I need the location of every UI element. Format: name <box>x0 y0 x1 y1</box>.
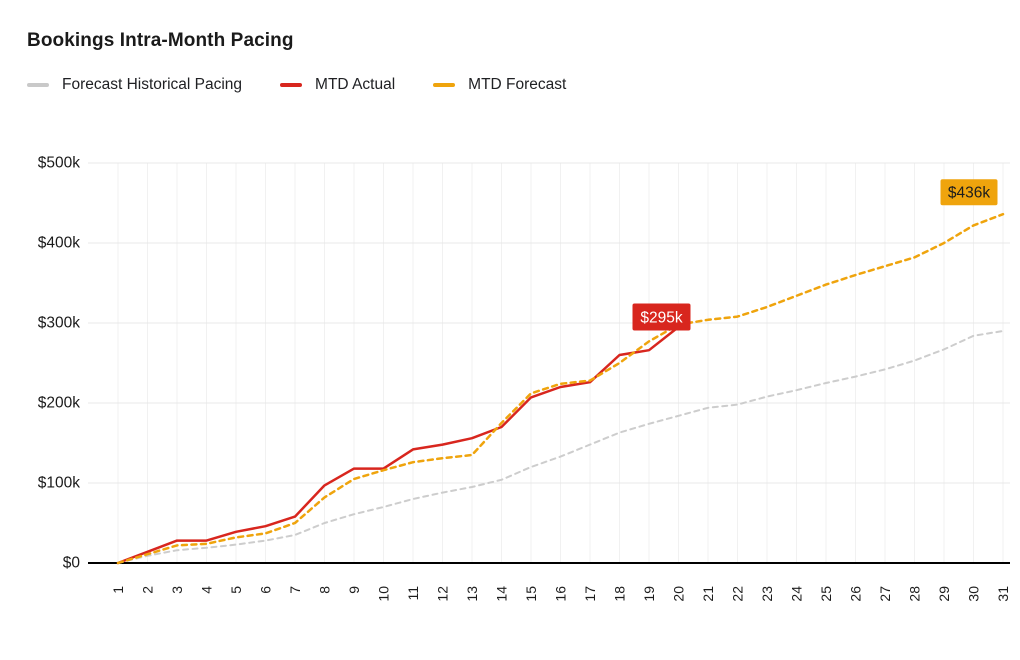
series-forecast-historical-pacing-line <box>117 330 1004 564</box>
value-badge-label: $295k <box>640 310 682 327</box>
series-mtd-actual-line <box>116 325 680 565</box>
x-axis-label: 20 <box>671 586 687 602</box>
x-axis-label: 4 <box>199 586 215 594</box>
x-axis-label: 28 <box>907 586 923 602</box>
y-axis-label: $400k <box>38 235 80 252</box>
x-axis-label: 25 <box>818 586 834 602</box>
chart-title: Bookings Intra-Month Pacing <box>27 30 294 51</box>
x-axis-label: 2 <box>140 586 156 594</box>
x-axis-label: 15 <box>523 586 539 602</box>
x-axis-label: 23 <box>759 586 775 602</box>
x-axis-label: 3 <box>169 586 185 594</box>
y-axis-label: $0 <box>63 555 81 572</box>
x-axis-label: 8 <box>317 586 333 594</box>
x-axis-label: 18 <box>612 586 628 602</box>
x-axis-label: 13 <box>464 586 480 602</box>
x-axis-label: 1 <box>110 586 126 594</box>
x-axis-label: 24 <box>789 586 805 602</box>
x-axis-label: 10 <box>376 586 392 602</box>
legend-item-mtd-forecast: MTD Forecast <box>433 76 566 94</box>
y-axis-label: $200k <box>38 395 80 412</box>
x-axis-label: 11 <box>405 586 421 601</box>
y-axis-label: $300k <box>38 315 80 332</box>
x-axis-label: 16 <box>553 586 569 602</box>
legend-label: Forecast Historical Pacing <box>62 76 243 93</box>
x-axis-label: 19 <box>641 586 657 602</box>
x-axis-label: 14 <box>494 586 510 602</box>
legend-label: MTD Actual <box>315 76 396 93</box>
chart-header: Bookings Intra-Month Pacing Forecast His… <box>27 30 566 94</box>
value-badge-mtd-actual <box>632 303 691 331</box>
legend-item-forecast-historical-pacing: Forecast Historical Pacing <box>27 76 242 94</box>
legend-item-mtd-actual: MTD Actual <box>280 76 395 94</box>
legend-label: MTD Forecast <box>468 76 567 93</box>
x-axis-label: 6 <box>258 586 274 594</box>
x-axis-label: 30 <box>966 586 982 602</box>
x-axis-label: 12 <box>435 586 451 602</box>
value-badge-mtd-forecast <box>940 179 998 206</box>
x-axis-label: 27 <box>877 586 893 602</box>
value-badge-label: $436k <box>948 185 990 202</box>
x-axis-label: 31 <box>995 586 1011 602</box>
legend-swatch-icon <box>280 83 303 87</box>
legend-swatch-icon <box>433 83 456 87</box>
x-axis-label: 9 <box>346 586 362 594</box>
x-axis-label: 17 <box>582 586 598 602</box>
x-axis-label: 22 <box>730 586 746 602</box>
legend-swatch-icon <box>27 83 49 87</box>
x-axis-label: 5 <box>228 586 244 594</box>
x-axis-label: 29 <box>936 586 952 602</box>
x-axis-label: 21 <box>700 586 716 602</box>
x-axis-label: 7 <box>287 586 303 594</box>
x-axis-label: 26 <box>848 586 864 602</box>
y-axis-label: $500k <box>38 155 80 172</box>
y-axis-label: $100k <box>38 475 80 492</box>
chart-legend: Forecast Historical Pacing MTD Actual MTD … <box>27 76 566 94</box>
series-mtd-forecast-line <box>116 212 1005 565</box>
